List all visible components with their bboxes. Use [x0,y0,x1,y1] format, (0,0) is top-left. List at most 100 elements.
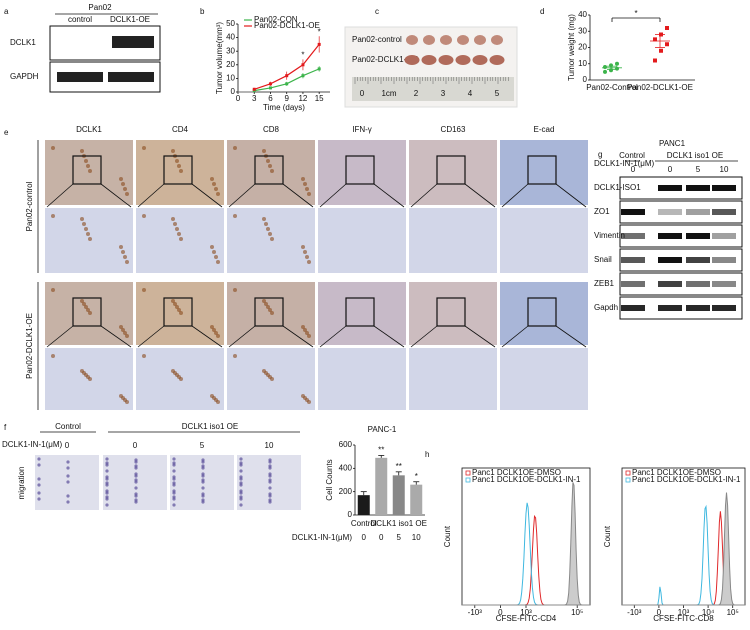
x-tick-label: 5 [397,533,402,542]
stain [121,182,125,186]
zoom-line [555,183,587,208]
stain [262,217,266,221]
stain [51,354,55,358]
point [301,63,305,67]
significance: ** [396,462,402,471]
zoom-line [100,183,132,208]
zoom-line [191,183,223,208]
cell [172,495,176,499]
stain [123,331,127,335]
zoom-line [319,325,347,348]
legend-label: Pan02-DCLK1-OE [254,21,320,30]
cell [239,481,243,485]
dose-label: 0 [65,441,70,450]
band [712,185,736,191]
y-tick-label: 50 [226,19,235,28]
zoom-box [436,297,466,327]
cell [37,483,41,487]
stain [171,299,175,303]
significance: * [301,50,304,59]
zoom-box [345,155,375,185]
stain [210,325,214,329]
significance: * [634,9,637,18]
tumor [438,55,454,65]
stain [82,302,86,306]
y-axis-title: Count [443,525,452,547]
stain [268,232,272,236]
cell [66,480,70,484]
stain [216,334,220,338]
zoom-line [464,183,496,208]
stain [301,394,305,398]
point [615,66,619,71]
x-tick-label: Pan02-DCLK1-OE [627,83,693,92]
cell [37,491,41,495]
stain [303,182,307,186]
stain [86,308,90,312]
stain [301,325,305,329]
band [658,257,682,263]
x-tick-label: -10³ [627,608,642,617]
significance: * [415,472,418,481]
cell [239,489,243,493]
group-label: Control [351,519,377,528]
blot-label: DCLK1-ISO1 [594,183,641,192]
row-label: migration [17,467,26,500]
cell [37,457,41,461]
ruler-label: 0 [360,89,365,98]
cell [105,495,109,499]
stain [80,299,84,303]
zoom-line [373,325,405,348]
ruler-label: 3 [441,89,446,98]
cell [134,472,138,476]
cell [201,464,205,468]
stain [210,394,214,398]
stain [233,214,237,218]
y-tick-label: 20 [578,43,587,52]
panel-letter: g [598,150,602,159]
stain [177,232,181,236]
cell [201,472,205,476]
blot-label: Snail [594,255,612,264]
cell [134,458,138,462]
zoom-line [464,325,496,348]
cell [268,472,272,476]
stain [86,164,90,168]
tumor [491,35,503,45]
zoom-box [345,297,375,327]
cell [172,469,176,473]
band [621,209,645,215]
x-tick-label: 9 [284,94,289,103]
panel-letter: c [375,7,379,16]
band [621,281,645,287]
x-tick-label: 10⁵ [571,608,583,617]
stain [84,305,88,309]
stain [307,192,311,196]
band [658,209,682,215]
zoom-line [46,325,74,348]
point [665,26,669,30]
column-header: CD163 [441,125,466,134]
stain [175,159,179,163]
zoom-line [137,183,165,208]
stain [142,288,146,292]
zoom-line [137,325,165,348]
stain [175,227,179,231]
cell [134,478,138,482]
zoom-line [373,183,405,208]
band [658,185,682,191]
band [712,281,736,287]
stain [268,164,272,168]
cell [105,469,109,473]
blot [619,200,743,224]
point [268,86,272,90]
stain [179,311,183,315]
stain [88,237,92,241]
x-tick-label: 0 [236,94,241,103]
photo-label: Pan02-DCLK1-OE [352,55,418,64]
cell [134,464,138,468]
stain [142,214,146,218]
cell [105,461,109,465]
zoom-box [163,155,193,185]
